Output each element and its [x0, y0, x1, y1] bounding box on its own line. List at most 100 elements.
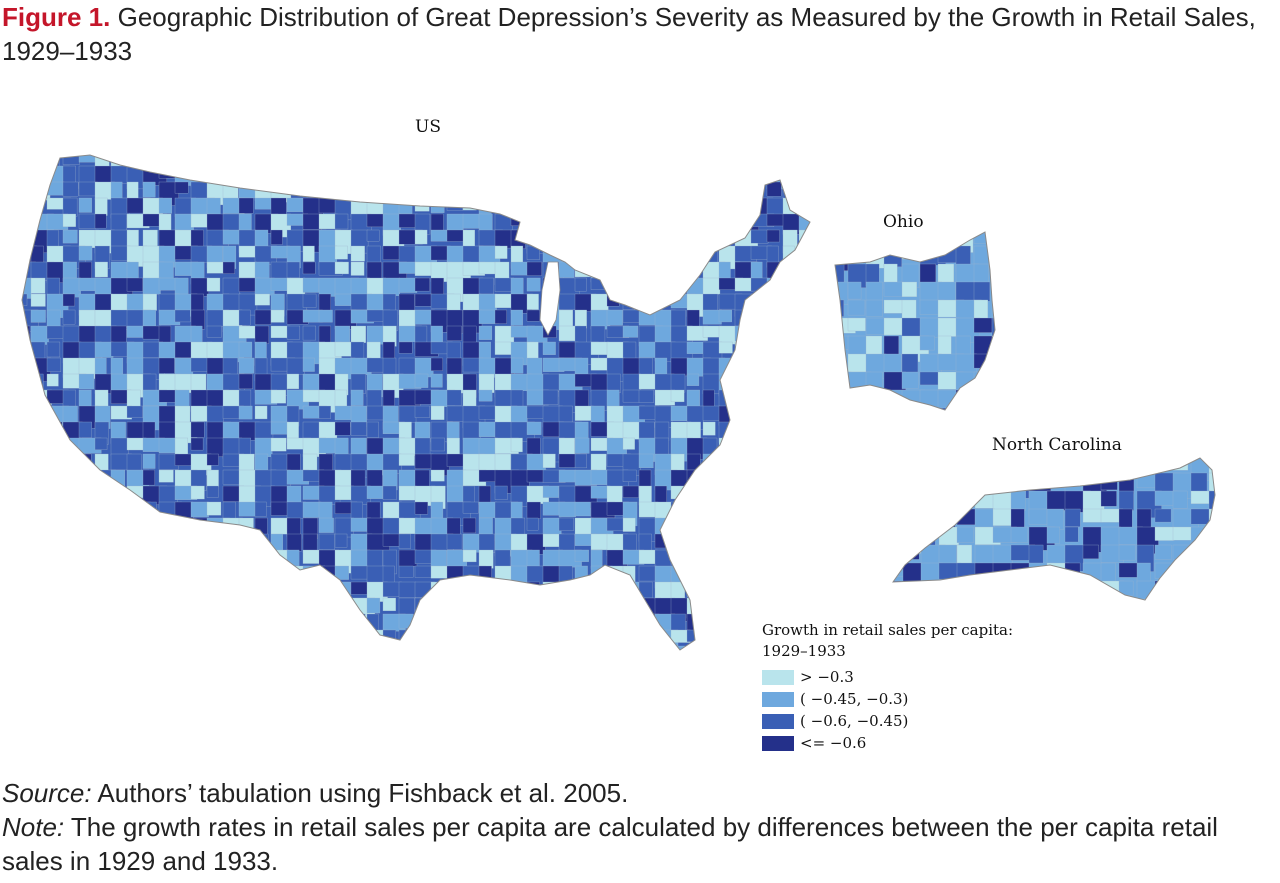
county-cell: [974, 458, 996, 475]
county-cell: [302, 181, 316, 197]
county-cell: [206, 581, 225, 602]
county-cell: [718, 485, 740, 504]
county-cell: [1028, 458, 1051, 472]
county-cell: [686, 533, 699, 556]
county-cell: [847, 281, 862, 300]
county-cell: [815, 278, 836, 294]
county-cell: [973, 281, 991, 302]
county-cell: [510, 581, 526, 595]
county-cell: [919, 317, 939, 338]
county-cell: [606, 181, 628, 204]
county-cell: [542, 229, 566, 242]
county-cell: [893, 490, 907, 507]
county-cell: [286, 373, 299, 390]
county-cell: [190, 613, 206, 635]
county-cell: [398, 213, 418, 228]
county-cell: [254, 325, 270, 344]
county-cell: [302, 245, 315, 262]
county-cell: [22, 549, 34, 562]
county-cell: [920, 508, 942, 533]
county-cell: [334, 565, 349, 580]
county-cell: [734, 517, 748, 530]
county-cell: [430, 565, 450, 579]
county-cell: [46, 629, 60, 646]
county-cell: [110, 613, 134, 636]
county-cell: [750, 229, 769, 244]
county-cell: [766, 373, 786, 397]
county-cell: [78, 533, 92, 549]
county-cell: [734, 389, 749, 413]
county-cell: [206, 485, 219, 498]
county-cell: [670, 613, 686, 631]
county-cell: [702, 229, 720, 243]
county-cell: [78, 517, 100, 532]
county-cell: [654, 213, 670, 229]
county-cell: [126, 277, 144, 292]
county-cell: [686, 469, 710, 489]
county-cell: [702, 533, 716, 556]
figure-title: Geographic Distribution of Great Depress…: [2, 2, 1256, 66]
county-cell: [110, 597, 125, 621]
county-cell: [46, 549, 65, 573]
county-cell: [702, 645, 719, 650]
county-cell: [462, 645, 485, 650]
county-cell: [574, 645, 595, 650]
county-cell: [494, 245, 508, 259]
county-cell: [670, 405, 690, 422]
county-cell: [254, 533, 269, 552]
source-text: Authors’ tabulation using Fishback et al…: [91, 778, 629, 808]
county-cell: [865, 407, 890, 410]
county-cell: [334, 389, 348, 408]
county-cell: [1172, 490, 1188, 509]
county-cell: [382, 597, 396, 612]
county-cell: [62, 517, 84, 538]
county-cell: [542, 373, 560, 392]
county-cell: [302, 357, 315, 372]
county-cell: [158, 517, 177, 533]
county-cell: [254, 629, 268, 649]
county-cell: [590, 155, 611, 173]
county-cell: [190, 325, 203, 344]
county-cell: [286, 629, 309, 644]
county-cell: [798, 501, 810, 525]
county-cell: [30, 613, 55, 627]
county-cell: [126, 645, 145, 650]
county-cell: [110, 517, 129, 532]
county-cell: [718, 565, 733, 581]
county-cell: [798, 437, 810, 462]
county-cell: [62, 485, 80, 508]
county-cell: [334, 421, 351, 436]
county-cell: [815, 406, 828, 421]
county-cell: [318, 597, 337, 622]
county-cell: [798, 469, 810, 494]
county-cell: [190, 597, 210, 616]
county-cell: [902, 544, 920, 560]
county-cell: [542, 181, 558, 194]
county-cell: [446, 517, 461, 537]
county-cell: [270, 437, 287, 452]
county-cell: [1100, 458, 1127, 475]
county-cell: [638, 389, 654, 403]
county-cell: [158, 645, 171, 650]
county-cell: [815, 198, 826, 212]
county-cell: [574, 181, 593, 200]
county-cell: [126, 629, 147, 647]
county-cell: [174, 549, 193, 566]
county-cell: [973, 353, 995, 369]
county-cell: [30, 277, 46, 294]
county-cell: [815, 470, 837, 491]
county-cell: [574, 421, 589, 439]
legend-swatch: [762, 735, 794, 751]
county-cell: [991, 353, 995, 371]
county-cell: [174, 565, 195, 580]
county-cell: [1046, 472, 1066, 488]
county-cell: [270, 389, 287, 404]
county-cell: [142, 581, 158, 594]
county-cell: [955, 407, 971, 410]
county-cell: [238, 341, 253, 358]
county-cell: [46, 533, 61, 555]
county-cell: [158, 213, 172, 231]
county-cell: [62, 533, 84, 549]
county-cell: [462, 613, 488, 630]
county-cell: [622, 565, 636, 586]
